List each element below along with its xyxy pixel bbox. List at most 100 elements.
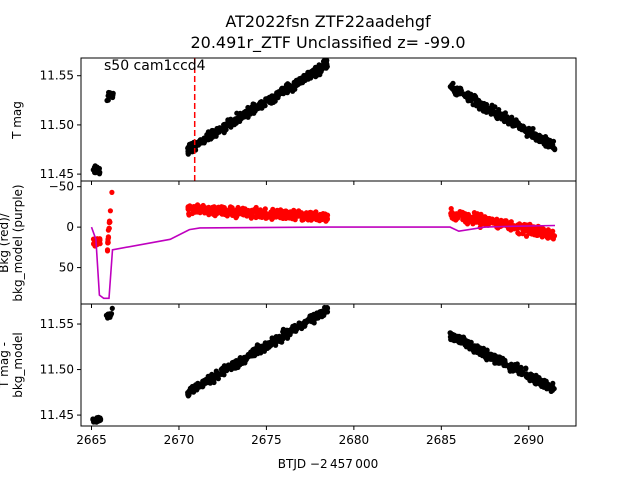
data-point [300,75,306,81]
data-point [503,218,509,224]
data-point [196,384,202,390]
data-point [529,134,536,140]
y-axis-label: T mag [10,101,24,140]
data-point [186,206,192,212]
data-point [454,214,460,220]
data-point [526,375,532,381]
x-tick-label: 2690 [514,433,545,447]
data-point [310,67,316,73]
data-point [97,241,103,247]
chart-subtitle: 20.491r_ZTF Unclassified z= -99.0 [190,33,465,53]
data-point [545,228,551,234]
data-point [106,218,113,224]
data-point [194,208,201,214]
data-point [549,383,555,389]
data-point [533,137,540,143]
chart-title: AT2022fsn ZTF22aadehgf [225,12,431,31]
data-point [507,364,514,370]
data-point [259,105,265,111]
data-point [294,82,300,88]
y-axis-label: T mag -bkg_model [0,332,25,398]
y-axis: 11.45 11.50 11.55 [40,317,81,422]
data-point [305,211,311,217]
data-point [106,312,112,318]
data-point [448,334,454,340]
data-point [110,91,116,98]
data-point [316,62,322,68]
panel-tmag: 11.45 11.50 11.55 T mag s50 cam1ccd4 [10,57,577,182]
data-point [107,208,113,214]
data-point [228,210,234,216]
data-point [315,67,321,73]
data-point [472,213,478,220]
data-point [523,365,529,371]
data-point [450,80,456,86]
data-point [548,388,554,394]
data-point [91,240,97,246]
x-tick-label: 2670 [164,433,195,447]
data-point [293,326,299,332]
x-axis-label: BTJD −2 457 000 [278,457,378,471]
data-point [225,365,231,371]
data-point [465,213,471,219]
data-point [545,138,551,144]
sector-annotation: s50 cam1ccd4 [104,58,206,74]
data-point [221,124,227,130]
data-point [502,110,508,116]
y-axis: 50 0 −50 [49,180,81,275]
data-point [508,219,514,226]
panel-background: 50 0 −50 Bkg (red)/bkg_model (purple) [0,180,577,305]
data-point [494,115,500,122]
data-point [461,210,467,216]
data-point [92,170,99,176]
data-point [272,98,278,104]
y-tick-label: −50 [49,180,74,194]
data-point [498,114,505,120]
data-point [200,202,206,209]
data-point [551,233,557,239]
data-point [537,378,543,384]
y-tick-label: 11.55 [40,317,74,331]
data-point [462,219,469,225]
data-point [550,228,556,234]
data-point [320,312,326,319]
data-point [218,366,224,372]
data-point [483,355,489,361]
data-point [241,212,247,218]
data-point [252,214,258,220]
panel-frame [80,303,577,427]
data-point [532,231,538,237]
data-point [202,377,208,383]
data-point [520,231,526,237]
data-point [312,215,318,221]
data-point [265,95,271,101]
y-tick-label: 11.45 [40,408,74,422]
tmag-points [90,57,558,177]
data-point [219,370,225,376]
data-point [106,89,112,96]
data-point [283,208,289,214]
data-point [281,332,287,338]
bkg-model-line [90,224,556,300]
data-point [185,151,191,157]
data-point [484,218,490,224]
data-point [255,346,261,352]
data-point [287,330,293,336]
data-point [492,354,498,360]
data-point [235,204,241,211]
data-point [272,339,278,345]
y-tick-label: 50 [59,261,74,275]
data-point [279,339,285,345]
data-point [314,310,320,316]
data-point [104,247,111,253]
data-point [233,211,239,217]
data-point [462,340,468,346]
data-point [516,125,523,132]
data-point [245,351,251,358]
data-point [214,125,220,132]
data-point [210,130,216,136]
y-tick-label: 11.45 [40,167,74,181]
data-point [94,415,100,421]
data-point [463,344,469,350]
